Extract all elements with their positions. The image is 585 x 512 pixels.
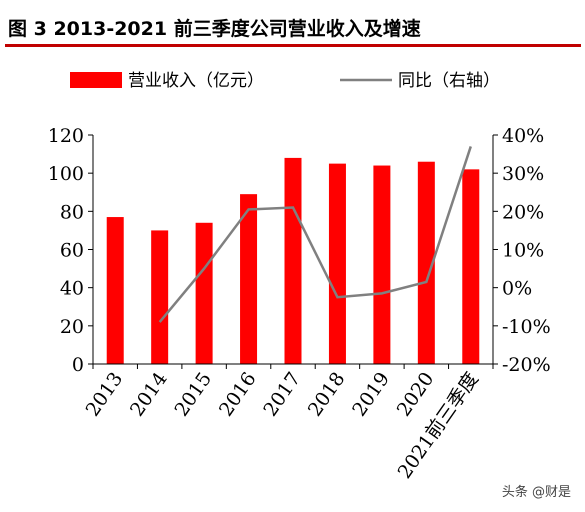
y-left-tick-label: 80 (60, 201, 84, 223)
legend: 营业收入（亿元） 同比（右轴） (70, 71, 500, 91)
bar-2021前三季度 (462, 169, 480, 364)
bar-2017 (284, 157, 302, 364)
legend-swatch-bar (70, 72, 122, 88)
bar-2013 (106, 217, 124, 364)
x-tick-label: 2016 (215, 368, 261, 420)
bar-2016 (240, 194, 258, 364)
x-tick-label: 2013 (82, 368, 128, 420)
legend-label-line: 同比（右轴） (398, 71, 500, 91)
legend-label-bar: 营业收入（亿元） (128, 71, 264, 91)
y-right-tick-label: -10% (502, 316, 551, 338)
x-tick-label: 2021前三季度 (394, 368, 483, 482)
x-tick-label: 2017 (259, 368, 305, 420)
bar-2018 (328, 163, 346, 364)
x-tick-label: 2014 (126, 368, 172, 420)
x-tick-label: 2019 (348, 368, 394, 420)
y-left-tick-label: 60 (60, 240, 84, 262)
plot-area: 0 20 40 60 80 100 120 -20% -10% 0% 10% 20% 30% 40% 201… (48, 125, 551, 483)
y-right-tick-label: 10% (502, 240, 544, 262)
y-right-tick-label: 40% (502, 125, 544, 147)
y-right-tick-label: 30% (502, 163, 544, 185)
y-left-tick-label: 40 (60, 278, 84, 300)
figure-title: 图 3 2013-2021 前三季度公司营业收入及增速 (8, 18, 421, 40)
yoy-line (158, 146, 472, 323)
x-tick-label: 2020 (393, 368, 439, 420)
y-right-tick-label: 20% (502, 201, 544, 223)
y-left-tick-label: 100 (48, 163, 84, 185)
bar-2020 (417, 161, 435, 364)
y-left-tick-label: 0 (72, 354, 84, 376)
bar-2019 (373, 165, 391, 364)
bar-2014 (151, 230, 169, 364)
y-left-tick-label: 20 (60, 316, 84, 338)
x-tick-label: 2015 (170, 368, 216, 420)
y-right-tick-label: 0% (502, 278, 532, 300)
watermark: 头条 @财是 (501, 485, 571, 500)
title-rule (5, 44, 581, 47)
x-tick-label: 2018 (304, 368, 350, 420)
bar-2015 (195, 222, 213, 364)
y-right-tick-label: -20% (502, 354, 551, 376)
y-left-tick-label: 120 (48, 125, 84, 147)
